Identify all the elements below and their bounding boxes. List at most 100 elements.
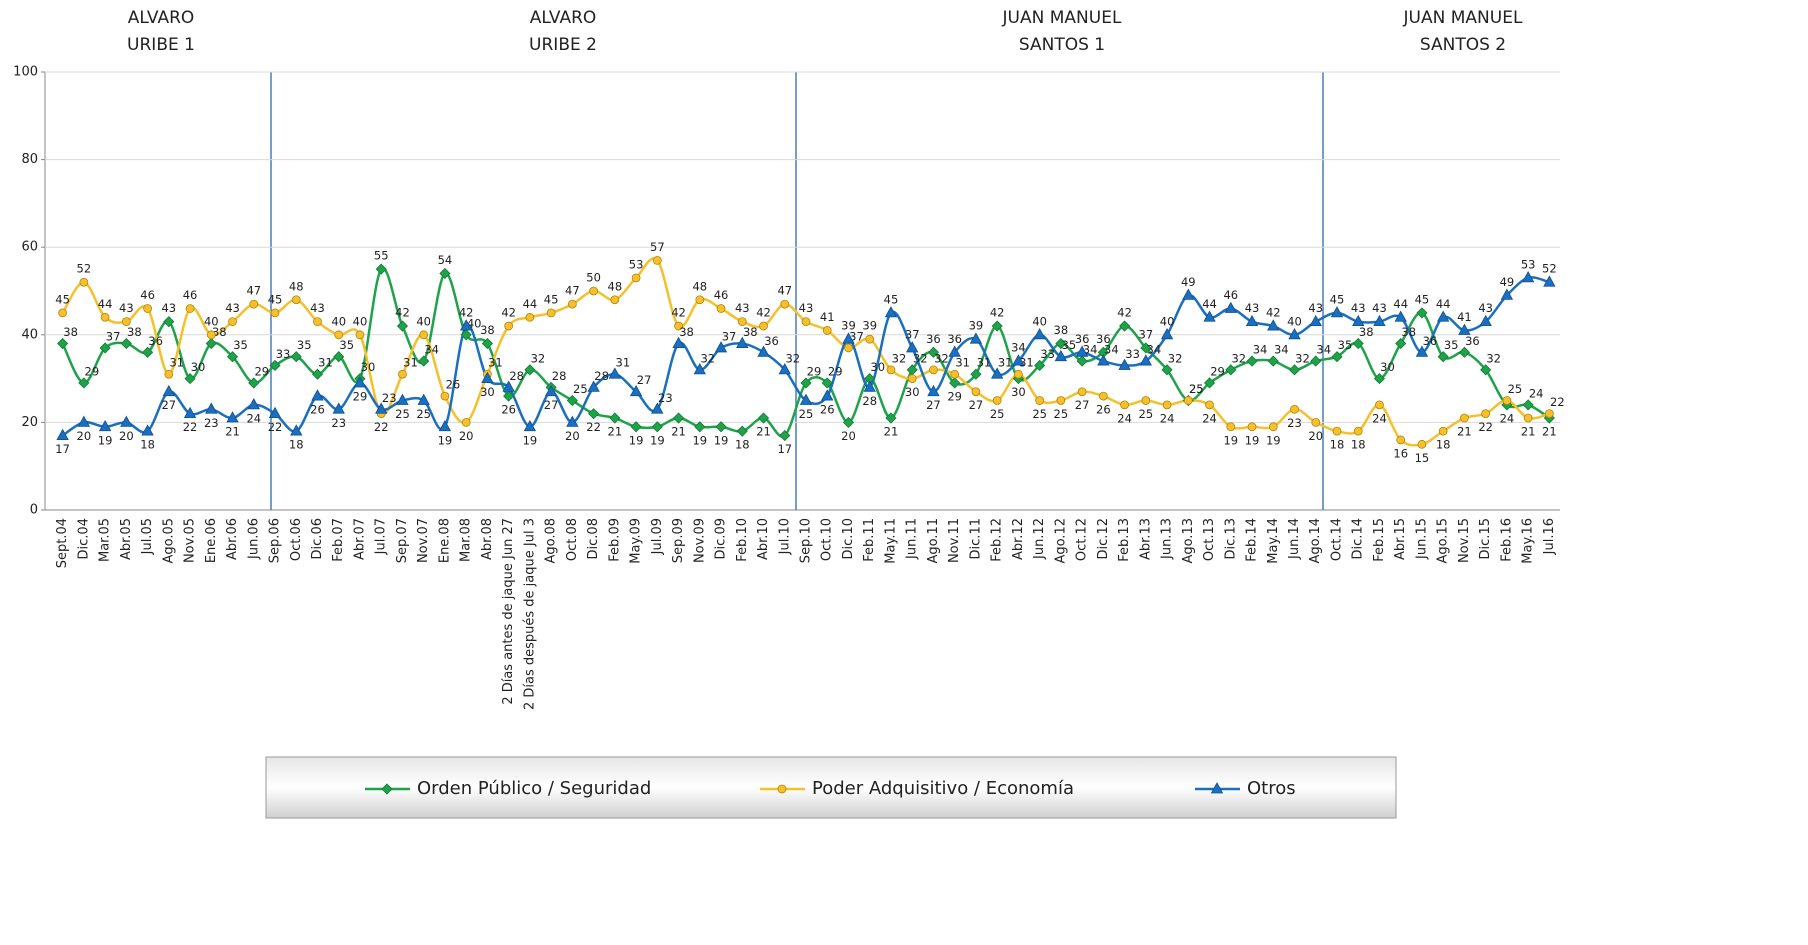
- marker: [164, 369, 174, 379]
- data-label: 30: [361, 360, 376, 374]
- marker: [546, 308, 556, 318]
- data-label: 22: [183, 420, 198, 434]
- x-tick-label: May.09: [629, 518, 644, 564]
- marker: [121, 317, 131, 327]
- data-label: 31: [488, 356, 503, 370]
- marker: [1543, 275, 1556, 287]
- marker: [524, 364, 536, 376]
- x-tick-label: Dic.09: [714, 518, 729, 559]
- x-tick-label: Jul.05: [140, 518, 155, 555]
- marker: [1268, 422, 1278, 432]
- data-label: 35: [1062, 338, 1077, 352]
- data-label: 45: [55, 292, 70, 306]
- marker: [1161, 364, 1173, 376]
- data-label: 25: [799, 407, 814, 421]
- data-label: 26: [446, 378, 461, 392]
- data-label: 18: [1351, 438, 1366, 452]
- x-tick-label: Dic.12: [1096, 518, 1111, 559]
- data-label: 38: [1401, 325, 1416, 339]
- marker: [714, 341, 728, 353]
- data-label: 26: [1096, 403, 1111, 417]
- x-tick-label: Feb.14: [1245, 518, 1260, 562]
- marker: [120, 337, 132, 350]
- x-tick-label: Feb.16: [1499, 518, 1514, 562]
- x-tick-label: Jun.12: [1032, 518, 1047, 560]
- data-label: 18: [289, 438, 304, 452]
- data-label: 20: [841, 429, 856, 443]
- marker: [1310, 355, 1322, 367]
- marker: [1352, 314, 1365, 327]
- marker: [1415, 345, 1429, 357]
- marker: [1210, 782, 1224, 794]
- marker: [1332, 426, 1342, 436]
- marker: [1075, 345, 1089, 357]
- data-label: 26: [820, 403, 835, 417]
- data-label: 26: [310, 403, 325, 417]
- marker: [629, 384, 643, 397]
- data-label: 44: [1436, 297, 1451, 311]
- data-label: 22: [586, 420, 601, 434]
- x-tick-label: Jun.14: [1287, 518, 1302, 560]
- marker: [1054, 349, 1068, 362]
- marker: [1013, 369, 1023, 379]
- data-label: 44: [1393, 297, 1408, 311]
- x-tick-label: Ene.06: [204, 518, 219, 563]
- marker: [1097, 354, 1110, 366]
- x-tick-label: Sept.04: [55, 518, 70, 568]
- data-label: 38: [1054, 323, 1069, 337]
- marker: [439, 267, 451, 280]
- marker: [334, 330, 344, 340]
- marker: [970, 368, 982, 380]
- x-tick-label: Abr.07: [352, 518, 367, 560]
- data-label: 32: [1295, 351, 1310, 365]
- marker: [1480, 364, 1492, 376]
- marker: [1394, 310, 1407, 322]
- marker: [141, 424, 154, 436]
- period-label: ALVARO: [128, 8, 195, 28]
- data-label: 19: [629, 433, 644, 447]
- data-label: 25: [1189, 382, 1204, 396]
- data-label: 46: [714, 288, 729, 302]
- x-tick-label: Jul.16: [1542, 518, 1557, 555]
- marker: [1076, 355, 1088, 367]
- marker: [1481, 409, 1491, 419]
- x-tick-label: Nov.05: [183, 518, 198, 563]
- marker: [822, 326, 832, 335]
- marker: [863, 380, 876, 392]
- data-label: 20: [565, 429, 580, 443]
- marker: [737, 317, 747, 327]
- marker: [120, 415, 133, 427]
- x-tick-label: Dic.15: [1478, 518, 1493, 559]
- x-tick-label: Dic.13: [1223, 518, 1238, 559]
- marker: [1035, 396, 1045, 405]
- marker: [1139, 354, 1153, 366]
- marker: [1523, 413, 1533, 423]
- x-tick-label: Sep.09: [671, 518, 686, 563]
- x-tick-label: Ago.05: [161, 518, 176, 564]
- x-tick-label: Oct.13: [1202, 518, 1217, 561]
- marker: [1012, 354, 1025, 366]
- data-label: 52: [1542, 262, 1557, 276]
- data-label: 44: [1202, 297, 1217, 311]
- data-label: 30: [905, 385, 920, 399]
- data-label: 47: [777, 284, 792, 298]
- marker: [1160, 327, 1174, 340]
- marker: [396, 393, 409, 405]
- data-label: 18: [1436, 438, 1451, 452]
- marker: [1330, 306, 1344, 318]
- x-tick-label: Mar.08: [459, 518, 474, 562]
- marker: [948, 345, 961, 357]
- x-tick-label: Feb.07: [331, 518, 346, 562]
- period-label: ALVARO: [530, 8, 597, 28]
- legend-label: Poder Adquisitivo / Economía: [812, 778, 1074, 799]
- marker: [885, 412, 897, 424]
- marker: [1203, 310, 1216, 322]
- data-label: 40: [1032, 314, 1047, 328]
- data-label: 30: [1011, 385, 1026, 399]
- x-tick-label: Oct.12: [1075, 518, 1090, 561]
- x-tick-label: Dic.14: [1351, 518, 1366, 559]
- data-label: 43: [1245, 301, 1260, 315]
- marker: [821, 377, 833, 389]
- marker: [631, 273, 641, 283]
